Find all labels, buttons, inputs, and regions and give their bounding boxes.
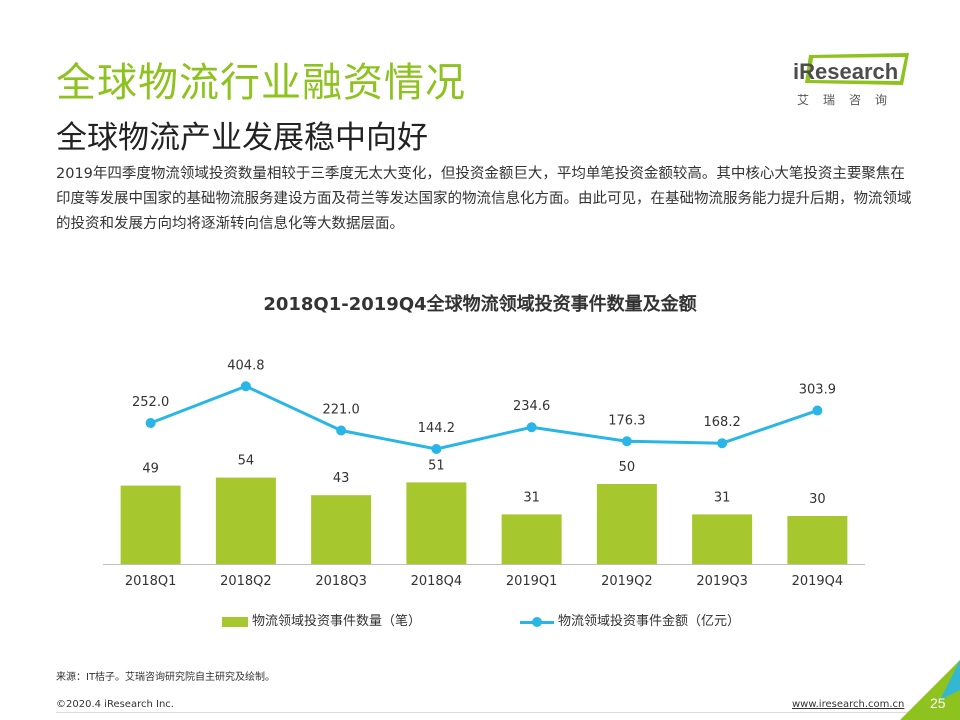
line-value-label: 221.0 bbox=[323, 403, 360, 418]
bar bbox=[787, 516, 848, 564]
bar bbox=[120, 485, 181, 564]
line-value-label: 168.2 bbox=[704, 415, 741, 430]
website-link[interactable]: www.iresearch.com.cn bbox=[792, 699, 905, 710]
line-point bbox=[717, 438, 728, 449]
bar-value-label: 31 bbox=[523, 490, 540, 505]
x-tick-label: 2018Q3 bbox=[315, 574, 367, 589]
legend-line-label: 物流领域投资事件金额（亿元） bbox=[558, 614, 741, 629]
corner-decoration-icon bbox=[900, 660, 960, 720]
x-tick-label: 2019Q1 bbox=[506, 574, 558, 589]
line-value-label: 234.6 bbox=[513, 399, 550, 414]
bar-value-label: 49 bbox=[142, 462, 159, 477]
legend-line-item: 物流领域投资事件金额（亿元） bbox=[520, 610, 740, 629]
chart-title: 2018Q1-2019Q4全球物流领域投资事件数量及金额 bbox=[263, 294, 697, 315]
description-text: 2019年四季度物流领域投资数量相较于三季度无太大变化，但投资金额巨大，平均单笔… bbox=[56, 166, 912, 232]
legend-bar-swatch bbox=[222, 616, 248, 627]
bar bbox=[311, 495, 372, 564]
line-point bbox=[431, 443, 442, 454]
bar-value-label: 54 bbox=[238, 454, 255, 469]
x-tick-label: 2018Q4 bbox=[411, 574, 463, 589]
bar-value-label: 30 bbox=[809, 492, 826, 507]
line-value-label: 404.8 bbox=[227, 358, 264, 373]
bar bbox=[406, 482, 467, 564]
line-point bbox=[812, 405, 823, 416]
iresearch-logo: iResearch 艾瑞咨询 bbox=[793, 53, 913, 109]
legend-bar-item: 物流领域投资事件数量（笔） bbox=[222, 610, 421, 629]
line-point bbox=[145, 418, 156, 429]
page-subtitle: 全球物流产业发展稳中向好 bbox=[56, 120, 428, 156]
legend-bar-label: 物流领域投资事件数量（笔） bbox=[252, 614, 422, 629]
x-tick-label: 2019Q3 bbox=[696, 574, 748, 589]
bar-value-label: 50 bbox=[619, 460, 636, 475]
line-point bbox=[240, 381, 251, 392]
bar bbox=[692, 514, 753, 564]
page-number: 25 bbox=[930, 695, 946, 711]
logo-text: iResearch bbox=[793, 59, 899, 84]
logo-shape-icon bbox=[805, 53, 909, 85]
line-value-label: 303.9 bbox=[799, 383, 836, 398]
bar-value-label: 43 bbox=[333, 471, 350, 486]
bar bbox=[215, 477, 276, 564]
line-value-label: 144.2 bbox=[418, 421, 455, 436]
x-tick-label: 2018Q2 bbox=[220, 574, 272, 589]
bar bbox=[501, 514, 562, 564]
page-title: 全球物流行业融资情况 bbox=[56, 60, 466, 106]
line-value-label: 176.3 bbox=[608, 413, 645, 428]
source-note: 来源：IT桔子。艾瑞咨询研究院自主研究及绘制。 bbox=[56, 672, 276, 683]
bar bbox=[596, 484, 657, 564]
x-tick-label: 2019Q4 bbox=[792, 574, 844, 589]
footer-divider bbox=[56, 712, 916, 713]
bar-value-label: 51 bbox=[428, 458, 445, 473]
logo-chinese-text: 艾瑞咨询 bbox=[797, 93, 902, 107]
line-point bbox=[336, 425, 347, 436]
x-tick-label: 2018Q1 bbox=[125, 574, 177, 589]
copyright-text: ©2020.4 iResearch Inc. bbox=[56, 699, 174, 710]
legend-line-swatch bbox=[520, 616, 554, 627]
line-value-label: 252.0 bbox=[132, 395, 169, 410]
line-point bbox=[526, 422, 537, 433]
amount-line bbox=[150, 384, 818, 451]
x-tick-label: 2019Q2 bbox=[601, 574, 653, 589]
line-point bbox=[621, 436, 632, 447]
bar-value-label: 31 bbox=[714, 490, 731, 505]
